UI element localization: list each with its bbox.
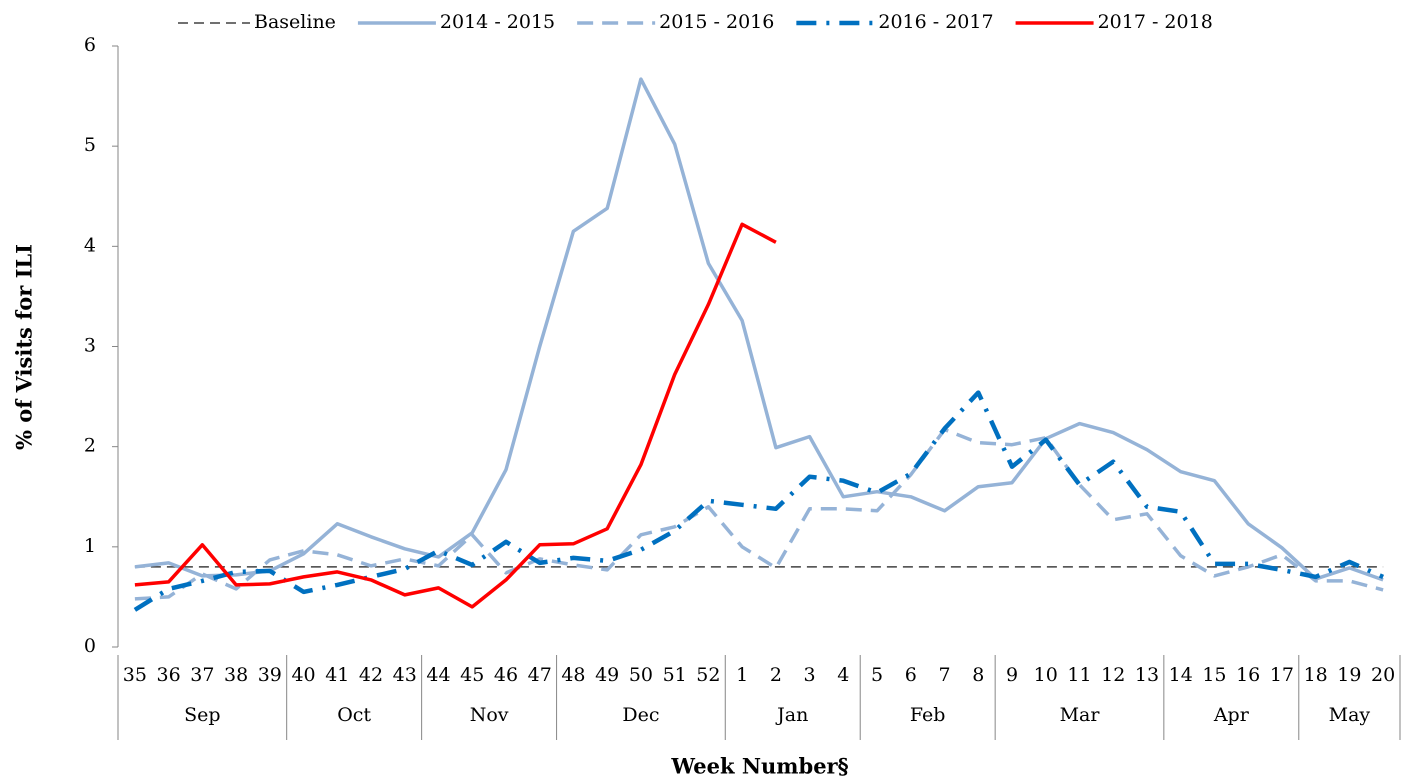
month-label: Nov — [470, 704, 509, 726]
y-tick-label: 5 — [84, 134, 96, 156]
x-tick-label: 48 — [561, 664, 585, 686]
x-tick-label: 1 — [736, 664, 748, 686]
month-label: Oct — [337, 704, 371, 726]
x-tick-label: 5 — [871, 664, 883, 686]
month-label: Dec — [622, 704, 659, 726]
y-tick-label: 1 — [84, 535, 96, 557]
y-tick-label: 0 — [84, 635, 96, 657]
month-label: Mar — [1060, 704, 1101, 726]
x-tick-label: 20 — [1371, 664, 1395, 686]
y-tick-label: 6 — [84, 34, 96, 56]
x-tick-label: 3 — [804, 664, 816, 686]
legend-label: Baseline — [254, 11, 336, 33]
x-tick-label: 51 — [663, 664, 687, 686]
y-tick-label: 2 — [84, 435, 96, 457]
legend-label: 2016 - 2017 — [878, 11, 993, 33]
month-label: Feb — [910, 704, 946, 726]
x-tick-label: 4 — [837, 664, 849, 686]
legend-label: 2017 - 2018 — [1098, 11, 1213, 33]
x-tick-label: 37 — [190, 664, 214, 686]
x-tick-label: 14 — [1169, 664, 1193, 686]
x-tick-label: 50 — [629, 664, 653, 686]
x-tick-label: 9 — [1006, 664, 1018, 686]
y-tick-label: 3 — [84, 335, 96, 357]
x-tick-label: 17 — [1270, 664, 1294, 686]
series-line — [133, 390, 1385, 612]
x-tick-label: 47 — [528, 664, 552, 686]
x-tick-label: 12 — [1101, 664, 1125, 686]
x-tick-label: 19 — [1337, 664, 1361, 686]
x-tick-label: 10 — [1034, 664, 1058, 686]
series-line — [134, 77, 1384, 582]
x-tick-label: 13 — [1135, 664, 1159, 686]
legend-label: 2015 - 2016 — [659, 11, 774, 33]
x-tick-label: 52 — [696, 664, 720, 686]
x-tick-label: 40 — [291, 664, 315, 686]
x-tick-label: 11 — [1067, 664, 1091, 686]
x-tick-label: 49 — [595, 664, 619, 686]
x-tick-label: 18 — [1304, 664, 1328, 686]
x-tick-label: 45 — [460, 664, 484, 686]
series-line — [134, 222, 777, 609]
month-label: May — [1329, 704, 1371, 726]
x-tick-label: 44 — [426, 664, 450, 686]
x-tick-label: 46 — [494, 664, 518, 686]
x-tick-label: 43 — [393, 664, 417, 686]
x-tick-label: 38 — [224, 664, 248, 686]
x-tick-label: 2 — [770, 664, 782, 686]
month-label: Jan — [775, 704, 808, 726]
y-axis-title: % of Visits for ILI — [12, 244, 37, 450]
x-tick-label: 16 — [1236, 664, 1260, 686]
month-label: Apr — [1213, 704, 1250, 726]
x-tick-label: 41 — [325, 664, 349, 686]
x-tick-label: 6 — [905, 664, 917, 686]
x-tick-label: 8 — [972, 664, 984, 686]
x-tick-label: 36 — [157, 664, 181, 686]
x-axis-title: Week Number§ — [670, 754, 848, 779]
x-tick-label: 35 — [123, 664, 147, 686]
x-tick-label: 15 — [1202, 664, 1226, 686]
x-tick-label: 42 — [359, 664, 383, 686]
x-tick-label: 39 — [258, 664, 282, 686]
month-label: Sep — [184, 704, 220, 726]
y-tick-label: 4 — [84, 234, 96, 256]
legend-label: 2014 - 2015 — [440, 11, 555, 33]
x-tick-label: 7 — [939, 664, 951, 686]
series-line — [134, 427, 1384, 601]
